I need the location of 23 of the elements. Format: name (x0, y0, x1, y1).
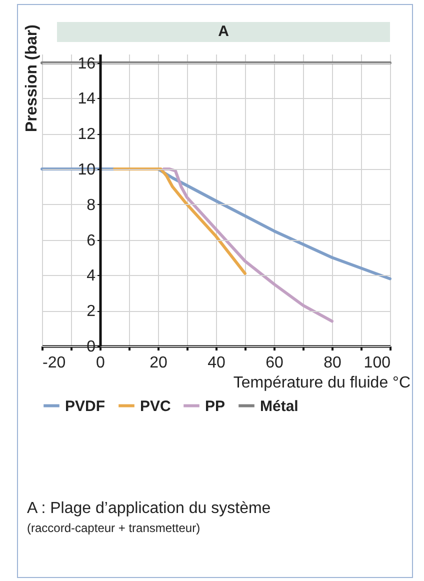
x-tick-label: 40 (208, 354, 226, 372)
y-tick-label: 2 (86, 303, 96, 320)
y-tick-label: 12 (78, 126, 96, 144)
line-series (113, 168, 246, 275)
legend-label: PVDF (65, 398, 106, 415)
y-axis-title: Pression (bar) (24, 24, 40, 132)
x-tick-label: -20 (42, 354, 66, 372)
legend-label: PVC (140, 398, 172, 415)
x-axis-title: Température du fluide °C (233, 374, 410, 392)
text: (raccord-capteur + transmetteur) (27, 521, 202, 535)
y-tick-label: 8 (86, 196, 96, 214)
y-tick-label: 6 (86, 232, 96, 250)
x-tick-label: 60 (266, 354, 284, 372)
line-series (162, 168, 334, 323)
legend-label: Métal (260, 398, 298, 415)
x-tick-label: 80 (324, 354, 342, 372)
header-strip: A (57, 22, 390, 42)
text: A : Plage d’application du système (27, 500, 271, 518)
x-tick-label: 100 (364, 354, 391, 372)
y-tick-label: 4 (86, 268, 96, 285)
x-tick-label: 20 (150, 354, 168, 372)
y-tick-label: 14 (78, 90, 96, 108)
legend-label: PP (205, 398, 226, 415)
